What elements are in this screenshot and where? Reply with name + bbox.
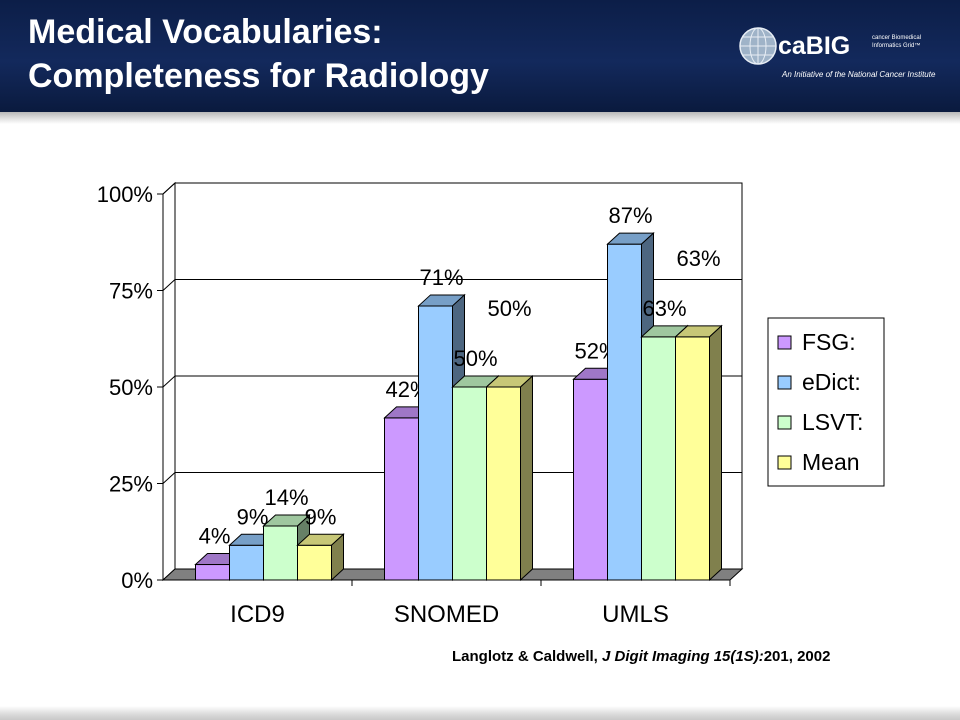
data-label: 4% bbox=[199, 524, 231, 549]
slide-title: Medical Vocabularies: Completeness for R… bbox=[28, 10, 489, 98]
citation-journal: J Digit Imaging 15(1S): bbox=[602, 648, 764, 665]
bar-side bbox=[331, 533, 344, 582]
data-label: 63% bbox=[642, 296, 686, 321]
logo-wordmark: caBIG bbox=[778, 32, 851, 60]
logo-tagline: An Initiative of the National Cancer Ins… bbox=[782, 70, 936, 79]
citation-authors: Langlotz & Caldwell, bbox=[452, 648, 598, 665]
bar bbox=[452, 386, 487, 581]
title-bar: Medical Vocabularies: Completeness for R… bbox=[0, 0, 960, 112]
logo-subtitle: cancer Biomedical Informatics Grid™ bbox=[872, 35, 922, 49]
legend-swatch bbox=[777, 375, 792, 390]
bar bbox=[486, 386, 521, 581]
y-tick-label: 100% bbox=[97, 182, 153, 207]
y-tick-label: 50% bbox=[109, 375, 153, 400]
legend-label: Mean bbox=[802, 449, 860, 475]
globe-icon bbox=[739, 27, 777, 65]
data-label: 9% bbox=[305, 504, 337, 529]
cabig-logo: caBIG cancer Biomedical Informatics Grid… bbox=[738, 22, 948, 88]
gridline-side bbox=[162, 182, 176, 195]
bar bbox=[195, 564, 230, 581]
bar-side bbox=[520, 374, 533, 582]
x-tick-label: SNOMED bbox=[394, 601, 499, 628]
y-tick-label: 25% bbox=[109, 472, 153, 497]
data-label: 87% bbox=[608, 203, 652, 228]
bar bbox=[675, 336, 710, 581]
bar bbox=[297, 544, 332, 581]
legend-swatch bbox=[777, 415, 792, 430]
bar bbox=[641, 336, 676, 581]
legend-swatch bbox=[777, 455, 792, 470]
x-tick-label: ICD9 bbox=[230, 601, 285, 628]
data-label: 71% bbox=[419, 265, 463, 290]
header-shadow-band bbox=[0, 112, 960, 124]
citation: Langlotz & Caldwell, J Digit Imaging 15(… bbox=[452, 648, 830, 665]
legend-label: eDict: bbox=[802, 369, 861, 395]
data-label: 14% bbox=[264, 485, 308, 510]
citation-pages: 201, 2002 bbox=[763, 648, 831, 665]
bar bbox=[573, 378, 608, 581]
data-label: 50% bbox=[453, 346, 497, 371]
gridline-side bbox=[162, 375, 176, 388]
data-label: 50% bbox=[487, 296, 531, 321]
bar bbox=[229, 544, 264, 581]
y-tick-label: 75% bbox=[109, 279, 153, 304]
bar bbox=[263, 525, 298, 581]
bar bbox=[418, 305, 453, 581]
x-tick-label: UMLS bbox=[602, 601, 669, 628]
legend-label: LSVT: bbox=[802, 409, 863, 435]
legend-label: FSG: bbox=[802, 329, 856, 355]
slide-title-line1: Medical Vocabularies: bbox=[28, 13, 383, 51]
bar-side bbox=[709, 324, 722, 582]
gridline-side bbox=[162, 279, 176, 291]
footer-band bbox=[0, 706, 960, 720]
legend-swatch bbox=[777, 335, 792, 350]
bar bbox=[607, 243, 642, 581]
data-label: 9% bbox=[237, 504, 269, 529]
slide-title-line2: Completeness for Radiology bbox=[28, 57, 489, 95]
gridline-side bbox=[162, 472, 176, 484]
bar bbox=[384, 417, 419, 581]
y-tick-label: 0% bbox=[121, 568, 153, 593]
data-label: 63% bbox=[676, 246, 720, 271]
